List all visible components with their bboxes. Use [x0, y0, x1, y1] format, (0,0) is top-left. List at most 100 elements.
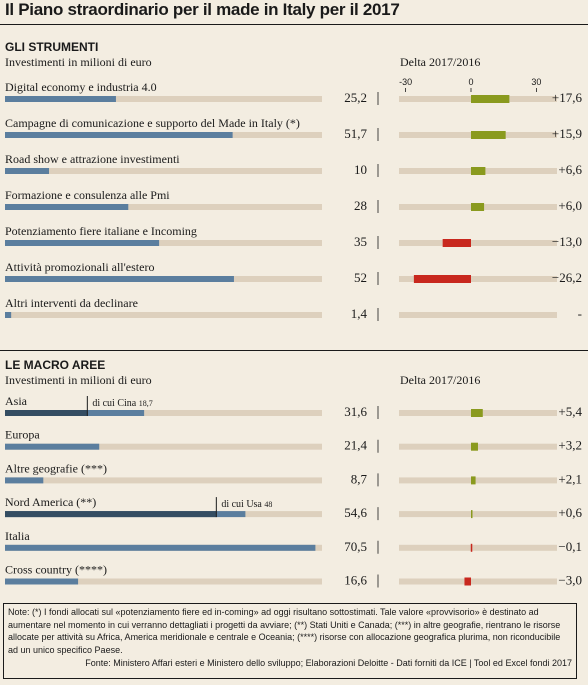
- investment-bar: [5, 477, 44, 484]
- sub-value-label: di cui Cina 18,7: [92, 398, 152, 409]
- investment-bar: [5, 96, 116, 102]
- delta-bar: [471, 167, 486, 175]
- value-label: 70,5: [344, 539, 367, 554]
- delta-bar: [471, 510, 473, 519]
- delta-bar: [471, 409, 483, 417]
- category-label: Campagne di comunicazione e supporto del…: [5, 116, 300, 130]
- delta-value-label: −26,2: [552, 270, 582, 285]
- sub-value-number: 18,7: [139, 399, 153, 408]
- bar-track: [5, 240, 322, 246]
- delta-heading-strumenti: Delta 2017/2016: [400, 55, 481, 69]
- category-label: Europa: [5, 428, 40, 442]
- bar-track: [5, 443, 322, 450]
- investment-bar: [5, 240, 160, 246]
- bar-chart: -30 0 30 Digital economy e industria 4.0 25,…: [5, 77, 583, 588]
- investment-bar: [5, 443, 100, 450]
- delta-bar: [413, 275, 471, 283]
- investment-bar: [5, 132, 233, 138]
- investment-bar: [5, 312, 12, 318]
- investment-bar: [5, 544, 316, 551]
- bar-track: [5, 477, 322, 484]
- delta-value-label: +15,9: [552, 126, 582, 141]
- delta-value-label: -: [578, 306, 582, 321]
- value-label: 21,4: [344, 438, 367, 453]
- delta-value-label: +6,6: [558, 162, 582, 177]
- bar-track: [5, 578, 322, 585]
- category-label: Digital economy e industria 4.0: [5, 80, 157, 94]
- value-label: 35: [354, 234, 367, 249]
- section-rule: [0, 350, 588, 351]
- category-label: Formazione e consulenza alle Pmi: [5, 188, 170, 202]
- delta-value-label: +6,0: [558, 198, 582, 213]
- delta-value-label: −13,0: [552, 234, 582, 249]
- delta-track: [399, 240, 557, 246]
- value-label: 31,6: [344, 404, 367, 419]
- value-label: 1,4: [351, 306, 368, 321]
- bar-track: [5, 410, 322, 416]
- sub-value-bar: [5, 410, 88, 416]
- value-label: 51,7: [344, 126, 367, 141]
- value-label: 25,2: [344, 90, 367, 105]
- section-subtitle-strumenti: Investimenti in milioni di euro: [5, 55, 152, 69]
- delta-tick-label: 30: [531, 77, 541, 87]
- section-subtitle-macro-aree: Investimenti in milioni di euro: [5, 373, 152, 387]
- delta-bar: [471, 203, 485, 211]
- delta-track: [399, 477, 557, 484]
- category-label: Nord America (**): [5, 495, 96, 509]
- investment-bar: [5, 578, 79, 585]
- delta-bar: [471, 95, 510, 103]
- sub-value-bar: [5, 511, 217, 518]
- chart-title: Il Piano straordinario per il made in It…: [5, 0, 400, 19]
- delta-track: [399, 443, 557, 450]
- delta-value-label: +17,6: [552, 90, 583, 105]
- delta-track: [399, 578, 557, 585]
- delta-value-label: +3,2: [558, 438, 582, 453]
- investment-bar: [5, 168, 50, 174]
- delta-value-label: +5,4: [558, 404, 582, 419]
- delta-bar: [442, 239, 471, 247]
- delta-track: [399, 511, 557, 518]
- delta-bar: [464, 577, 471, 586]
- sub-value-label: di cui Usa 48: [221, 499, 272, 510]
- bar-track: [5, 204, 322, 210]
- delta-bar: [471, 131, 506, 139]
- notes-box: Note: (*) I fondi allocati sul «potenzia…: [3, 603, 577, 679]
- bar-track: [5, 312, 322, 318]
- delta-track: [399, 276, 557, 282]
- category-label: Cross country (****): [5, 563, 107, 577]
- category-label: Potenziamento fiere italiane e Incoming: [5, 224, 197, 238]
- delta-value-label: +2,1: [558, 471, 582, 486]
- investment-bar: [5, 204, 129, 210]
- value-label: 8,7: [351, 471, 368, 486]
- delta-bar: [470, 543, 473, 552]
- section-title-macro-aree: LE MACRO AREE: [5, 358, 106, 372]
- delta-track: [399, 544, 557, 551]
- value-label: 16,6: [344, 573, 367, 588]
- value-label: 28: [354, 198, 367, 213]
- value-label: 10: [354, 162, 367, 177]
- category-label: Asia: [5, 394, 28, 408]
- investment-bar: [5, 276, 234, 282]
- delta-value-label: −0,1: [558, 539, 582, 554]
- category-label: Altri interventi da declinare: [5, 296, 138, 310]
- category-label: Italia: [5, 529, 30, 543]
- delta-value-label: −3,0: [558, 573, 582, 588]
- title-rule: [0, 24, 588, 25]
- section-title-strumenti: GLI STRUMENTI: [5, 40, 99, 54]
- delta-tick-label: 0: [468, 77, 473, 87]
- sub-value-number: 48: [264, 500, 272, 509]
- source-text: Fonte: Ministero Affari esteri e Ministe…: [85, 658, 572, 668]
- delta-bar: [471, 476, 476, 485]
- category-label: Attività promozionali all'estero: [5, 260, 154, 274]
- delta-heading-macro-aree: Delta 2017/2016: [400, 373, 481, 387]
- category-label: Road show e attrazione investimenti: [5, 152, 180, 166]
- notes-text: Note: (*) I fondi allocati sul «potenzia…: [8, 607, 561, 655]
- value-label: 54,6: [344, 505, 367, 520]
- bar-track: [5, 96, 322, 102]
- value-label: 52: [354, 270, 367, 285]
- delta-tick-label: -30: [399, 77, 412, 87]
- delta-track: [399, 312, 557, 318]
- delta-value-label: +0,6: [558, 505, 582, 520]
- bar-track: [5, 168, 322, 174]
- delta-bar: [471, 442, 478, 451]
